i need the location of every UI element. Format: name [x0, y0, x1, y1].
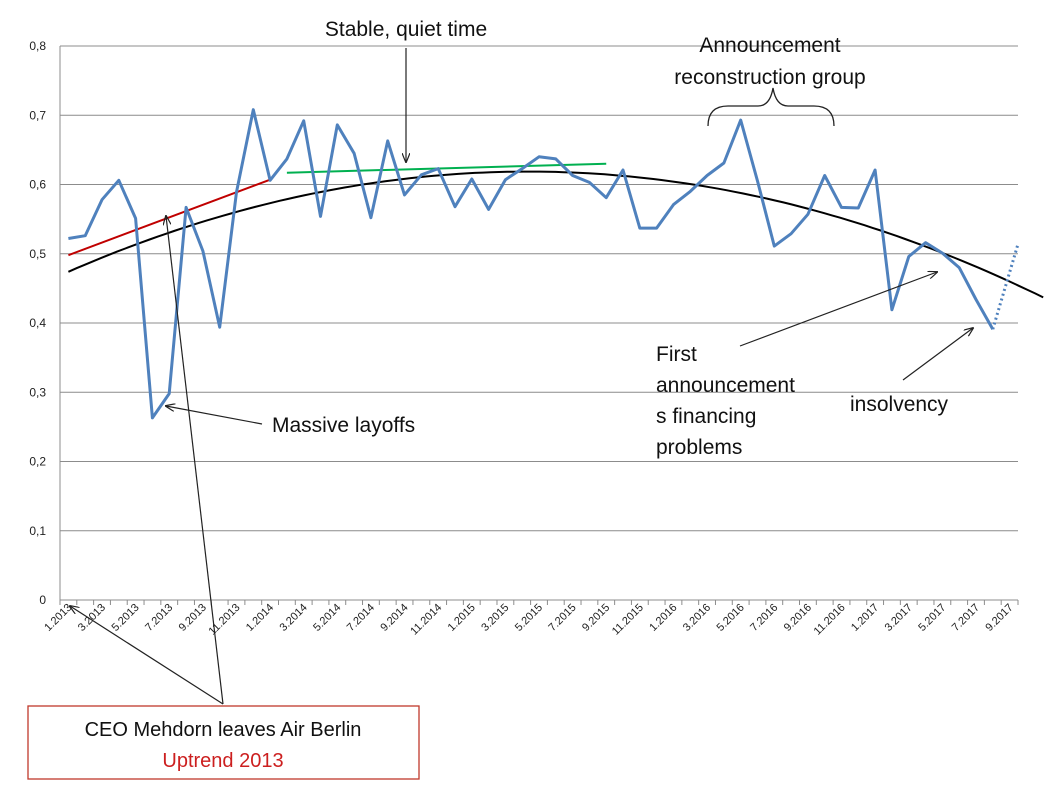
- x-tick-label: 7.2015: [546, 602, 578, 634]
- gridlines: [60, 45, 1018, 532]
- y-tick-label: 0,8: [29, 39, 46, 53]
- polynomial-trendline: [67, 170, 1044, 299]
- x-tick-label: 9.2016: [782, 602, 814, 634]
- y-tick-label: 0,4: [29, 316, 46, 330]
- axes: 00,10,20,30,40,50,60,70,81.2013 3.2013 5.2…: [29, 39, 1019, 638]
- annotation-stable: Stable, quiet time: [325, 18, 487, 41]
- annotation-insolvency: insolvency: [850, 393, 949, 416]
- x-tick-label: 7.2013: [143, 602, 175, 634]
- series: [68, 108, 1020, 420]
- x-tick-label: 11.2016: [812, 602, 848, 638]
- linear-trendline: [286, 162, 607, 174]
- x-tick-label: 3.2013: [76, 602, 108, 634]
- x-tick-label: 1.2013: [42, 602, 74, 634]
- x-tick-label: 5.2013: [109, 602, 141, 634]
- x-tick-label: 1.2014: [244, 602, 276, 634]
- x-tick-label: 7.2016: [748, 602, 780, 634]
- x-tick-label: 9.2013: [177, 602, 209, 634]
- arrow-insolvency: [902, 328, 973, 381]
- x-tick-label: 3.2015: [479, 602, 511, 634]
- callout-box: [27, 705, 420, 780]
- x-tick-label: 7.2014: [345, 602, 377, 634]
- arrow-callout-1: [70, 606, 224, 705]
- x-tick-label: 11.2014: [408, 602, 444, 638]
- arrow-financing: [739, 272, 937, 347]
- x-tick-label: 1.2015: [446, 602, 478, 634]
- x-tick-label: 5.2016: [715, 602, 747, 634]
- x-tick-label: 3.2014: [278, 602, 310, 634]
- x-tick-label: 5.2017: [916, 602, 948, 634]
- x-tick-label: 1.2016: [647, 602, 679, 634]
- series-line: [68, 108, 995, 420]
- y-tick-label: 0,7: [29, 108, 46, 122]
- y-tick-label: 0: [39, 593, 46, 607]
- series-projection: [991, 243, 1020, 330]
- annotation-financing: First announcement s financing problems: [656, 343, 795, 459]
- annotations: Stable, quiet time Announcement reconstruc…: [27, 18, 973, 780]
- x-tick-label: 11.2015: [610, 602, 646, 638]
- brace-reconstruction: [707, 87, 835, 127]
- x-tick-label: 3.2016: [681, 602, 713, 634]
- x-tick-label: 9.2015: [580, 602, 612, 634]
- x-tick-label: 3.2017: [883, 602, 915, 634]
- x-tick-label: 1.2017: [849, 602, 881, 634]
- x-tick-label: 9.2014: [378, 602, 410, 634]
- x-tick-label: 7.2017: [950, 602, 982, 634]
- y-tick-label: 0,3: [29, 385, 46, 399]
- y-tick-label: 0,1: [29, 524, 46, 538]
- callout-line2: Uptrend 2013: [162, 750, 283, 772]
- y-tick-label: 0,2: [29, 455, 46, 469]
- trendlines: [67, 162, 1044, 299]
- y-tick-label: 0,6: [29, 178, 46, 192]
- x-tick-label: 5.2015: [513, 602, 545, 634]
- x-tick-label: 5.2014: [311, 602, 343, 634]
- x-tick-label: 9.2017: [983, 602, 1015, 634]
- annotation-reconstruction: Announcement reconstruction group: [674, 34, 865, 89]
- y-tick-label: 0,5: [29, 247, 46, 261]
- arrow-layoffs: [166, 406, 263, 425]
- annotation-layoffs: Massive layoffs: [272, 414, 415, 437]
- arrow-callout-2: [166, 216, 224, 705]
- callout-line1: CEO Mehdorn leaves Air Berlin: [85, 719, 362, 741]
